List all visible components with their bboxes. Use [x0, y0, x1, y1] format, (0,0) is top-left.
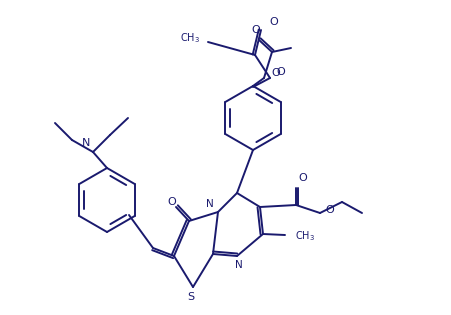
Text: O: O: [276, 67, 284, 77]
Text: N: N: [206, 199, 213, 209]
Text: O: O: [251, 25, 260, 35]
Text: O: O: [324, 205, 333, 215]
Text: O: O: [297, 173, 306, 183]
Text: O: O: [268, 17, 277, 27]
Text: N: N: [235, 260, 242, 270]
Text: S: S: [187, 292, 194, 302]
Text: N: N: [82, 138, 90, 148]
Text: O: O: [167, 197, 176, 207]
Text: CH$_3$: CH$_3$: [295, 229, 314, 243]
Text: O: O: [271, 68, 279, 78]
Text: CH$_3$: CH$_3$: [179, 31, 199, 45]
